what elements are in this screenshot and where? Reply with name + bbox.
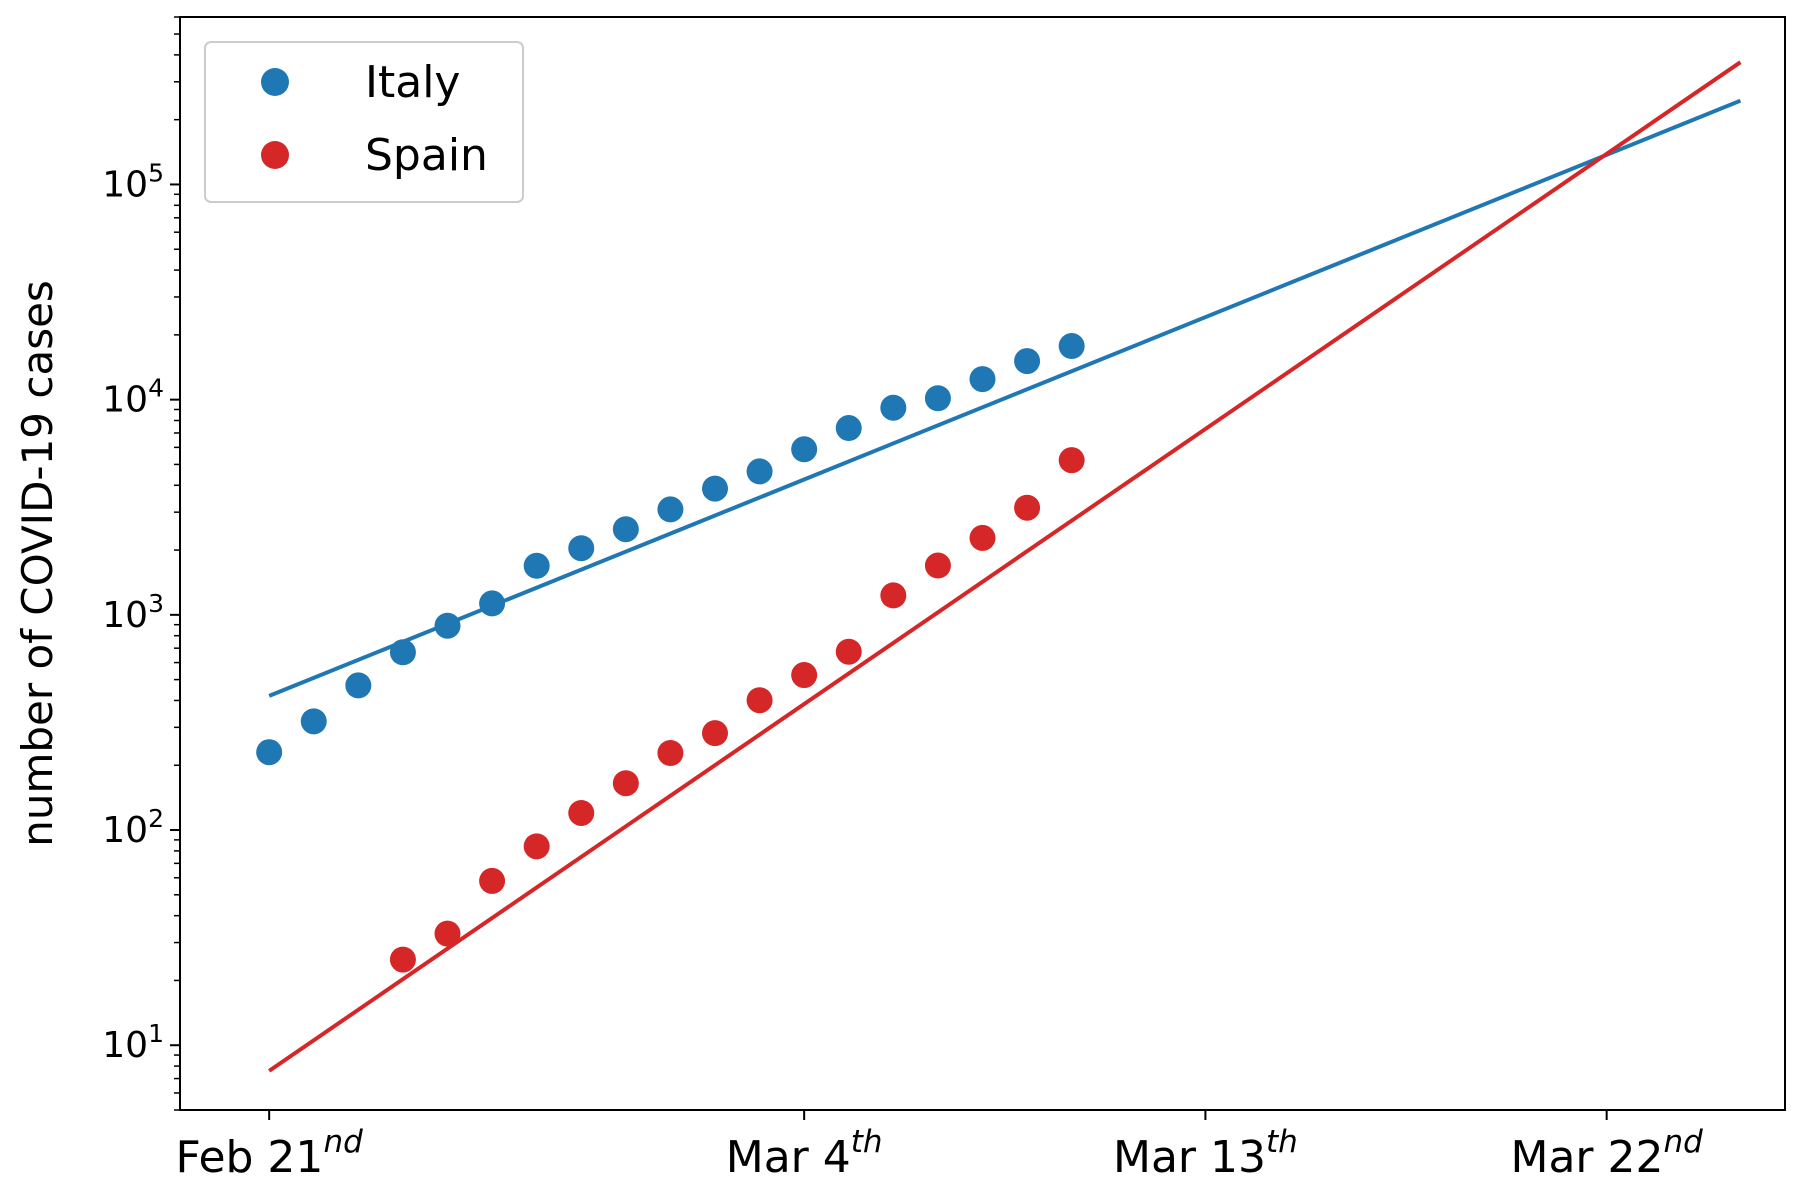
spain-data-point — [880, 582, 907, 609]
italy-data-point — [924, 385, 951, 412]
italy-data-point — [523, 552, 550, 579]
spain-data-point — [568, 799, 595, 826]
x-tick-label: Mar 13th — [1113, 1124, 1298, 1183]
italy-data-point — [479, 590, 506, 617]
legend-marker-italy — [261, 68, 289, 96]
spain-fit-line — [268, 60, 1742, 1073]
italy-data-point — [256, 739, 283, 766]
spain-data-point — [702, 720, 728, 747]
italy-data-point — [746, 458, 773, 485]
y-tick-label: 105 — [102, 158, 164, 205]
spain-data-point — [479, 867, 506, 894]
legend-marker-spain — [261, 141, 289, 169]
italy-data-point — [612, 516, 639, 543]
legend: Italy Spain — [204, 41, 524, 203]
spain-data-point — [791, 662, 818, 689]
italy-data-point — [345, 672, 372, 699]
x-tick-label: Mar 4th — [726, 1124, 883, 1183]
italy-data-point — [568, 535, 595, 562]
spain-data-point — [1058, 447, 1085, 474]
y-tick-label: 103 — [102, 589, 164, 636]
legend-label-italy: Italy — [365, 57, 460, 108]
italy-data-point — [300, 708, 327, 735]
y-axis-label: number of COVID-19 cases — [13, 280, 62, 847]
spain-data-point — [434, 920, 461, 947]
italy-data-point — [702, 475, 728, 502]
spain-data-point — [924, 552, 951, 579]
spain-data-point — [969, 524, 996, 551]
y-tick-label: 104 — [102, 374, 164, 421]
italy-data-point — [389, 639, 416, 666]
y-tick-label: 102 — [102, 804, 164, 851]
italy-data-point — [1014, 348, 1041, 375]
italy-data-point — [835, 415, 862, 442]
italy-fit-line — [268, 98, 1742, 698]
plot-frame — [179, 16, 1786, 1111]
spain-data-point — [835, 638, 862, 665]
italy-data-point — [1058, 333, 1085, 360]
spain-data-point — [523, 833, 550, 860]
italy-data-point — [657, 496, 684, 523]
spain-data-point — [612, 770, 639, 797]
spain-data-point — [657, 740, 684, 767]
italy-data-point — [434, 612, 461, 639]
legend-label-spain: Spain — [365, 130, 488, 181]
spain-data-point — [746, 687, 773, 714]
spain-data-point — [1014, 494, 1041, 521]
italy-data-point — [880, 394, 907, 421]
x-tick-label: Mar 22nd — [1511, 1124, 1704, 1183]
y-tick-label: 101 — [102, 1019, 164, 1066]
italy-data-point — [791, 436, 818, 463]
spain-data-point — [389, 946, 416, 973]
x-tick-label: Feb 21nd — [176, 1124, 364, 1183]
italy-data-point — [969, 366, 996, 393]
